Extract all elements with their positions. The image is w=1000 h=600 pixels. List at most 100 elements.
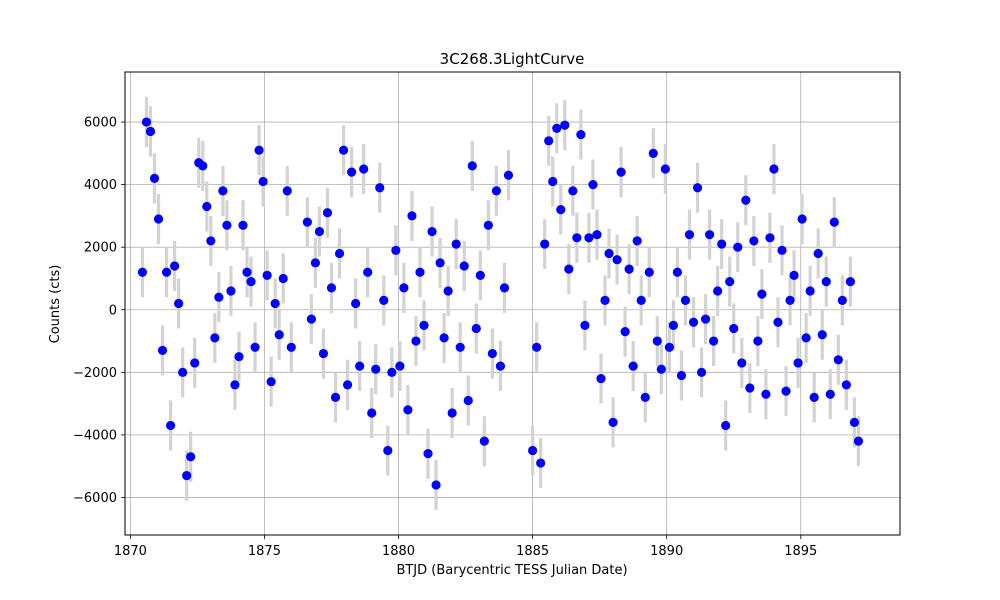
data-point [395,361,405,371]
data-point [206,236,216,246]
data-point [616,167,626,177]
data-point [226,286,236,296]
data-point [544,136,554,146]
data-point [692,183,703,193]
data-point [829,217,839,227]
grid-lines [125,72,900,535]
y-tick-label: −2000 [73,366,117,381]
data-point [278,273,288,284]
data-point [853,436,864,446]
data-point [467,161,477,171]
error-bars [140,97,861,510]
data-point [620,327,630,337]
data-point [632,236,642,246]
data-point [407,211,417,221]
x-axis-ticks: 1870 1875 1880 1885 1890 1895 [114,535,817,559]
data-point [330,392,341,402]
data-point [532,342,542,352]
data-point [463,395,473,406]
data-point [668,320,678,330]
data-point [234,352,244,362]
data-point [479,436,489,446]
data-point [576,129,586,140]
data-point [564,264,574,274]
data-point [451,239,461,249]
data-point [733,242,743,252]
data-point [560,120,570,130]
data-point [334,248,345,259]
data-point [359,164,369,174]
data-point [717,239,727,249]
y-tick-label: 4000 [84,178,117,193]
data-point [793,358,803,368]
data-point [528,445,538,456]
data-point [700,314,711,324]
data-point [250,342,260,352]
data-point [314,226,325,237]
data-point [137,267,148,277]
data-point [584,233,594,243]
y-tick-label: 0 [109,303,117,318]
data-point [170,261,180,271]
data-point [214,292,224,302]
data-point [765,233,775,243]
data-point [202,201,212,212]
data-point [721,420,731,431]
data-point [178,367,188,377]
x-tick-label: 1885 [516,544,549,559]
data-point [757,289,767,299]
data-point [254,145,264,155]
y-tick-label: 2000 [84,241,117,256]
data-point [713,286,723,296]
data-point [222,220,232,230]
data-point [351,298,361,309]
data-point [435,258,445,268]
data-point [696,367,707,377]
data-point [745,383,755,393]
data-point [556,205,566,215]
data-point [266,377,276,387]
data-point [741,195,751,205]
data-point [471,323,481,334]
data-point [161,267,172,277]
data-point [769,164,779,174]
plot-frame [124,71,901,536]
data-point [419,320,429,330]
data-point [588,180,598,190]
data-point [499,283,510,293]
data-point [676,370,687,381]
data-point [628,361,638,371]
data-point [640,392,650,402]
data-point [536,458,546,468]
data-point [302,217,312,227]
data-point [833,355,843,365]
x-tick-label: 1890 [650,544,683,559]
data-point [153,214,164,224]
data-point [600,295,610,305]
data-point [318,348,329,359]
data-point [399,283,409,293]
data-point [198,161,208,171]
data-point [487,348,497,359]
x-axis-label: BTJD (Barycentric TESS Julian Date) [396,563,627,578]
data-point [141,117,152,127]
data-point [612,255,622,265]
chart-title: 3C268.3LightCurve [440,50,585,68]
data-point [355,361,365,371]
data-point [491,186,502,196]
data-point [684,230,695,240]
data-point [503,170,514,180]
data-point [286,342,296,352]
data-point [688,317,699,327]
data-point [813,248,823,259]
data-point [680,295,691,305]
data-point [310,258,320,268]
data-point [495,361,506,371]
data-point [845,277,855,287]
data-point [322,208,333,218]
data-point [648,148,658,158]
data-point [145,126,156,137]
data-point [411,336,421,346]
data-point [725,277,735,287]
data-point [773,317,783,327]
